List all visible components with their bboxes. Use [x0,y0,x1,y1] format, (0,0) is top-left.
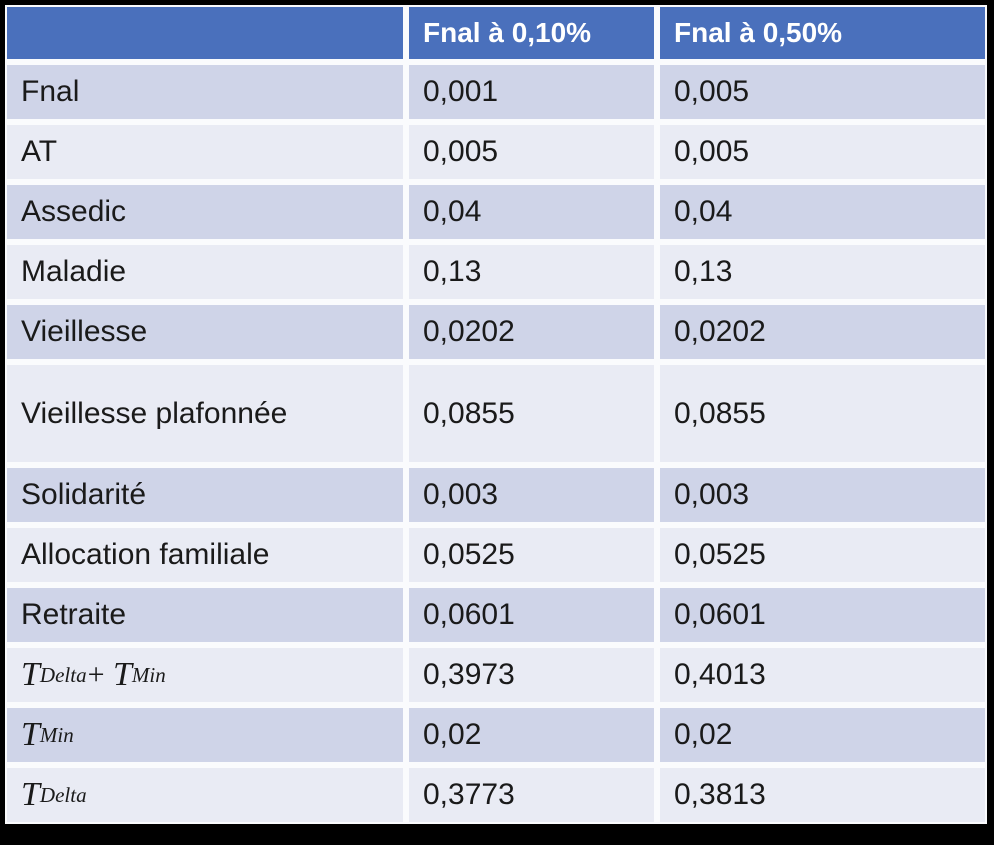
cell-value: 0,3973 [423,658,515,691]
column-header-label: Fnal à 0,50% [674,17,843,48]
value-cell: 0,005 [409,125,654,179]
cell-value: 0,0525 [674,538,766,571]
corner-header-cell [7,7,403,59]
value-cell: 0,04 [660,185,985,239]
row-label-cell: T Delta + T Min [7,648,403,702]
value-cell: 0,3973 [409,648,654,702]
row-label-cell: T Min [7,708,403,762]
value-cell: 0,0202 [409,305,654,359]
cell-value: 0,13 [423,255,482,288]
row-label-text: Vieillesse plafonnée [21,396,288,430]
value-cell: 0,003 [409,468,654,522]
row-label-text: Solidarité [21,478,147,511]
cell-value: 0,04 [423,195,482,228]
row-label-cell: Vieillesse [7,305,403,359]
value-cell: 0,005 [660,125,985,179]
row-label-text: Maladie [21,255,127,288]
cell-value: 0,0601 [423,598,515,631]
contribution-rates-table-wrap: Fnal à 0,10% Fnal à 0,50% Fnal 0,001 0,005 AT… [5,5,987,824]
value-cell: 0,0525 [660,528,985,582]
math-variable: T [21,776,40,813]
math-variable: T [21,716,40,753]
cell-value: 0,005 [674,135,750,168]
value-cell: 0,13 [660,245,985,299]
row-label-cell: Retraite [7,588,403,642]
math-variable: T [113,656,132,693]
row-label-text: AT [21,135,58,168]
cell-value: 0,003 [423,478,499,511]
row-label-cell: Vieillesse plafonnée [7,365,403,462]
value-cell: 0,0525 [409,528,654,582]
row-label-cell: Maladie [7,245,403,299]
value-cell: 0,04 [409,185,654,239]
row-label-text: Assedic [21,195,127,228]
column-header-label: Fnal à 0,10% [423,17,592,48]
value-cell: 0,3813 [660,768,985,822]
value-cell: 0,02 [409,708,654,762]
cell-value: 0,005 [423,135,499,168]
row-label-cell: Fnal [7,65,403,119]
value-cell: 0,3773 [409,768,654,822]
row-label-text: Retraite [21,598,127,631]
row-label-cell: AT [7,125,403,179]
column-header-cell: Fnal à 0,50% [660,7,985,59]
cell-value: 0,001 [423,75,499,108]
value-cell: 0,003 [660,468,985,522]
cell-value: 0,3773 [423,778,515,811]
row-label-cell: Assedic [7,185,403,239]
math-subscript: Min [39,722,74,747]
value-cell: 0,0202 [660,305,985,359]
cell-value: 0,0855 [423,396,515,430]
row-label-cell: T Delta [7,768,403,822]
cell-value: 0,4013 [674,658,766,691]
cell-value: 0,0525 [423,538,515,571]
math-subscript: Min [131,662,166,687]
cell-value: 0,0855 [674,396,766,430]
row-label-text: Allocation familiale [21,538,270,571]
value-cell: 0,0601 [660,588,985,642]
cell-value: 0,0202 [423,315,515,348]
value-cell: 0,0601 [409,588,654,642]
cell-value: 0,02 [674,718,733,751]
value-cell: 0,02 [660,708,985,762]
cell-value: 0,0601 [674,598,766,631]
column-header-cell: Fnal à 0,10% [409,7,654,59]
cell-value: 0,005 [674,75,750,108]
math-subscript: Delta [39,782,87,807]
math-subscript: Delta [39,662,87,687]
value-cell: 0,001 [409,65,654,119]
math-variable: T [21,656,40,693]
math-operator: + [87,658,112,691]
row-label-cell: Allocation familiale [7,528,403,582]
cell-value: 0,3813 [674,778,766,811]
row-label-text: Vieillesse [21,315,148,348]
contribution-rates-table: Fnal à 0,10% Fnal à 0,50% Fnal 0,001 0,005 AT… [7,7,985,822]
value-cell: 0,4013 [660,648,985,702]
value-cell: 0,0855 [660,365,985,462]
cell-value: 0,003 [674,478,750,511]
row-label-cell: Solidarité [7,468,403,522]
value-cell: 0,005 [660,65,985,119]
cell-value: 0,13 [674,255,733,288]
value-cell: 0,0855 [409,365,654,462]
cell-value: 0,04 [674,195,733,228]
cell-value: 0,0202 [674,315,766,348]
row-label-text: Fnal [21,75,80,108]
cell-value: 0,02 [423,718,482,751]
value-cell: 0,13 [409,245,654,299]
